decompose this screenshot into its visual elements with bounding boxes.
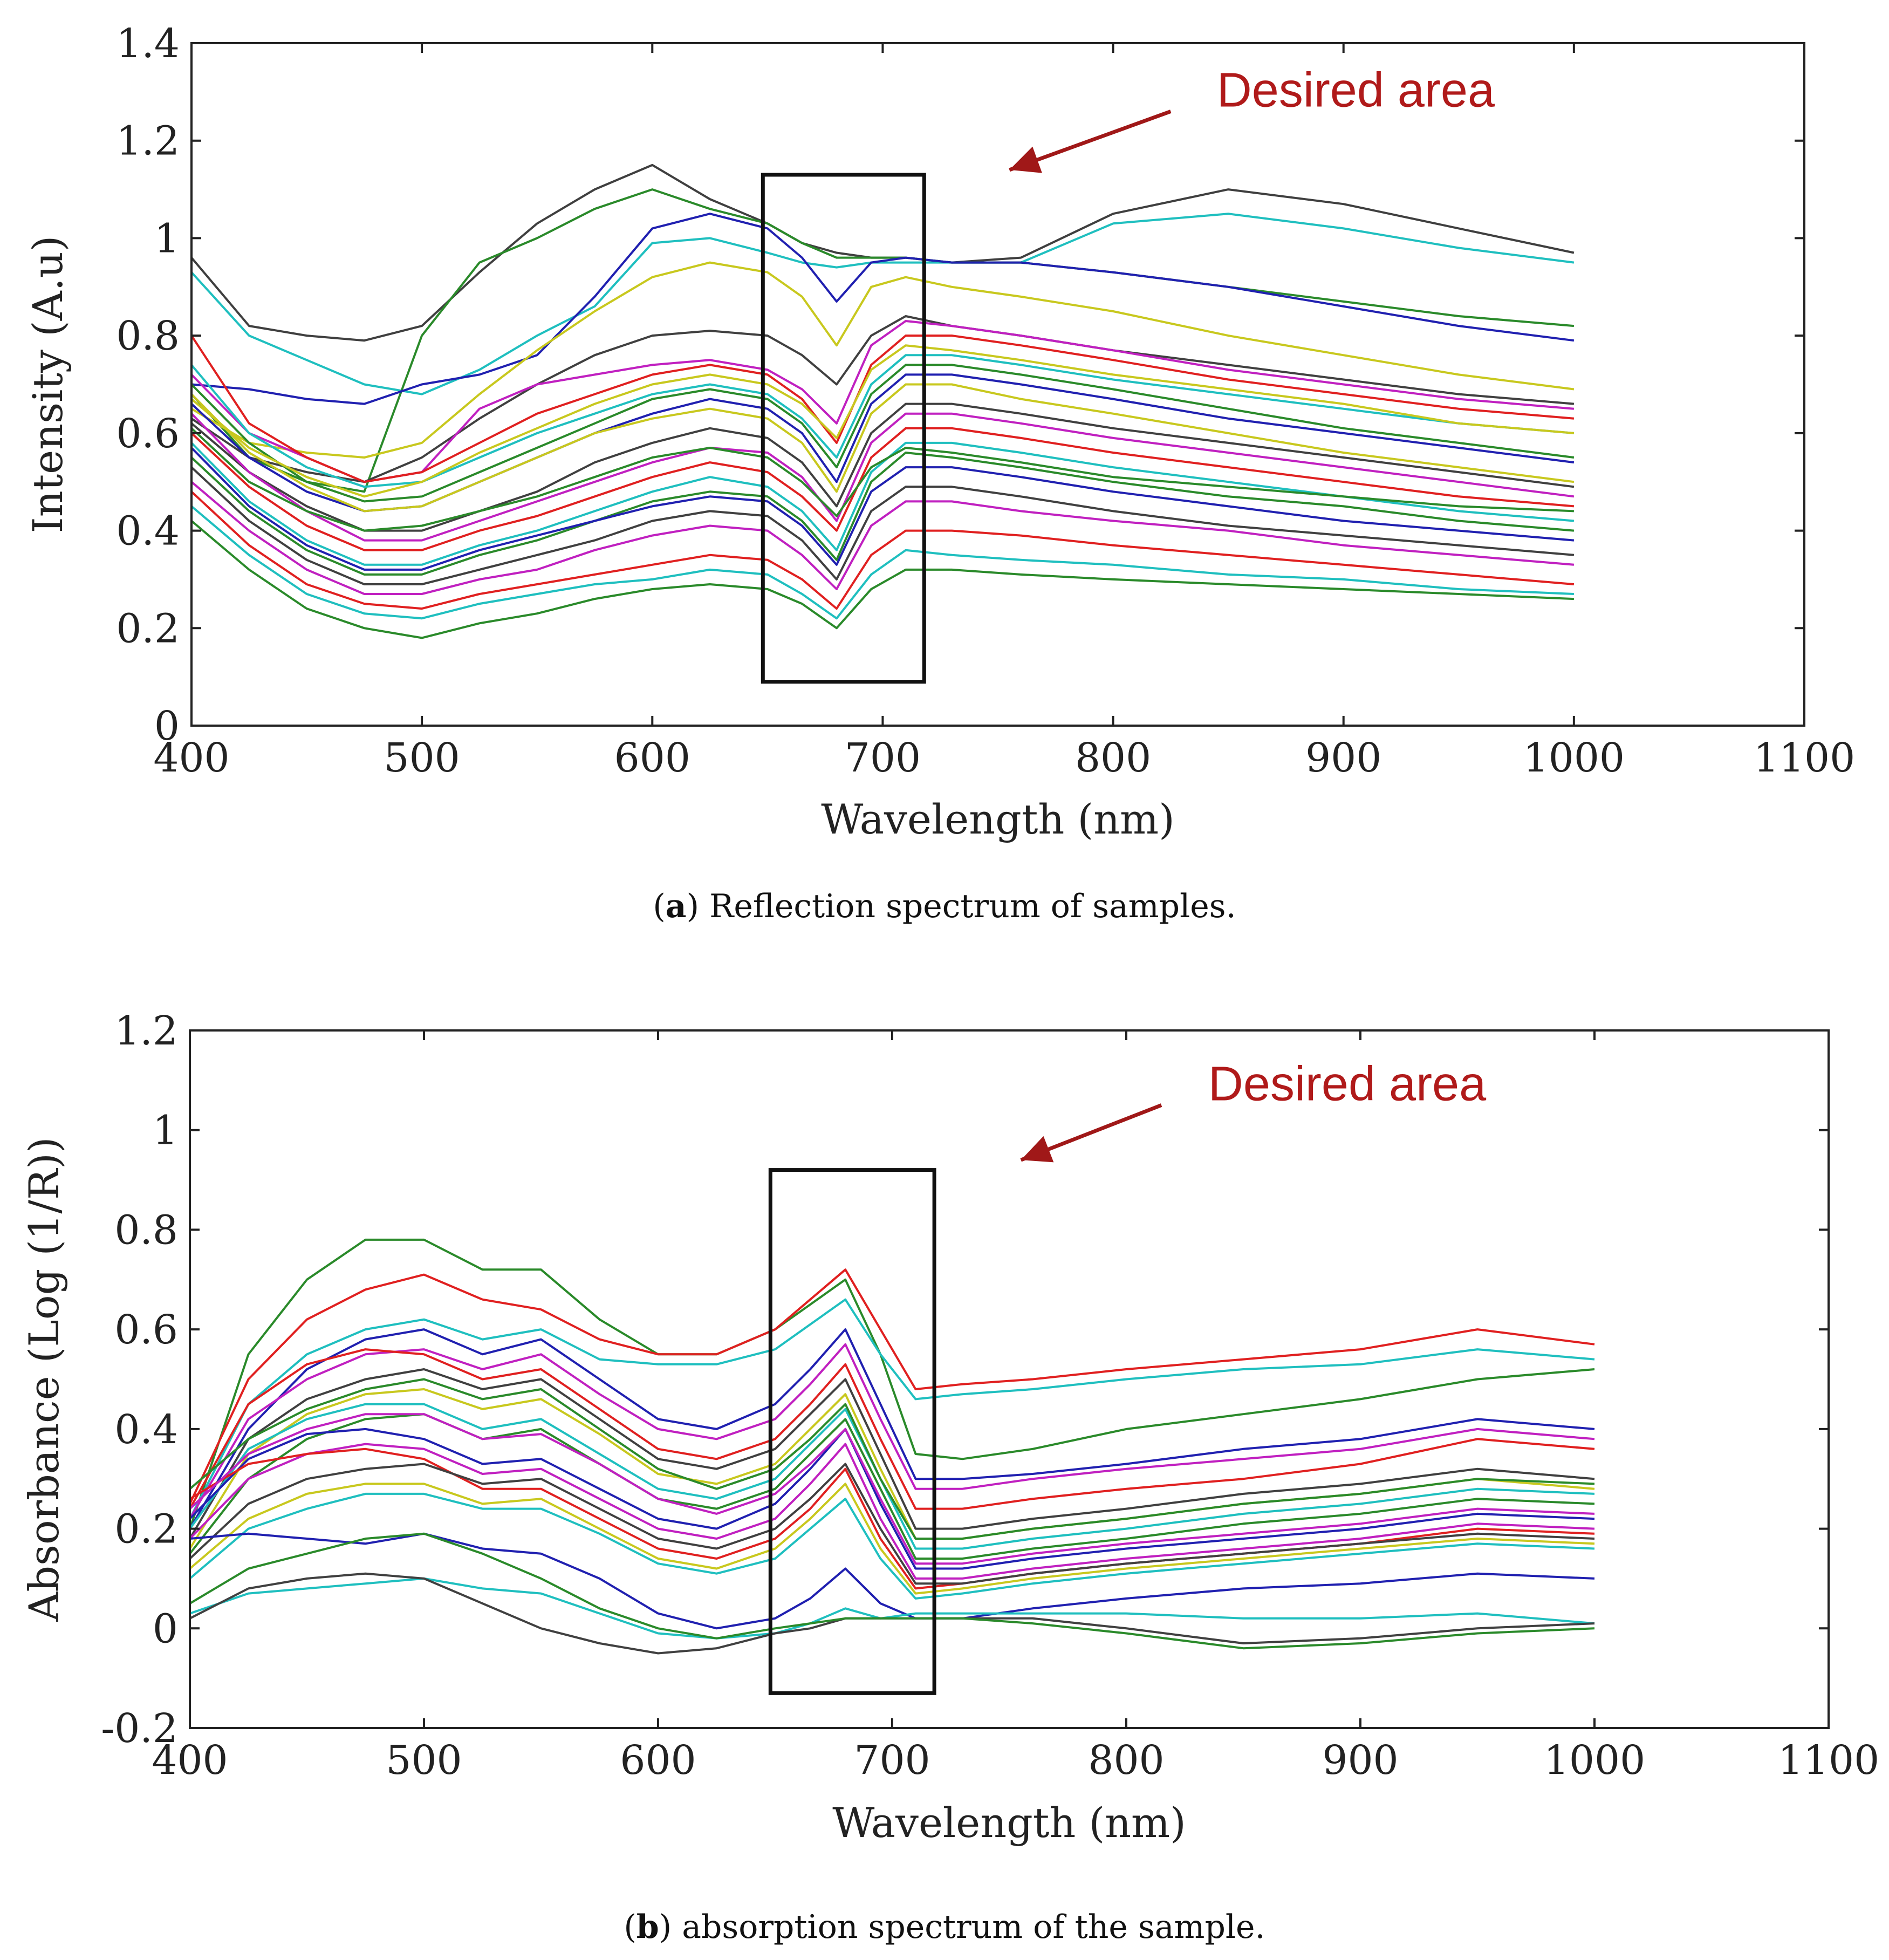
panel-b-ytick-label: 0.2 — [114, 1506, 178, 1553]
panel-b-series-line-9 — [189, 1403, 1595, 1550]
panel-a-chart: 400 500 600 700 800 900 1000 1100 0 0.2 0.4 0.6 0.8 1… — [24, 21, 1855, 843]
panel-a-series-line-17 — [190, 452, 1575, 576]
panel-b-series-line-6 — [189, 1348, 1595, 1510]
panel-b-arrow-head — [1021, 1136, 1054, 1163]
panel-b-series-line-17 — [189, 1413, 1595, 1565]
panel-a-series-line-13 — [190, 402, 1575, 532]
panel-b-ytick-label: 1 — [153, 1108, 178, 1154]
panel-b-series-line-2 — [189, 1268, 1595, 1505]
panel-a-series-line-22 — [190, 505, 1574, 620]
panel-b-xtick-label: 1100 — [1778, 1737, 1879, 1784]
panel-b-xtick-label: 400 — [152, 1737, 228, 1784]
panel-b-series-line-10 — [189, 1413, 1595, 1560]
panel-a-series-line-3 — [190, 188, 1575, 493]
panel-a-desired-area-box — [761, 173, 926, 684]
panel-b-series-group — [189, 1238, 1595, 1655]
panel-a-series-line-9 — [190, 354, 1575, 488]
panel-a-xtick-label: 700 — [845, 735, 921, 781]
panel-a-series-line-1 — [190, 163, 1575, 342]
panel-a-caption-text: Reflection spectrum of samples. — [709, 887, 1236, 925]
panel-a-series-line-4 — [191, 213, 1575, 405]
panel-a-series-line-5 — [190, 261, 1575, 459]
panel-a-caption-letter: a — [666, 887, 687, 925]
panel-a-ytick-label: 0.6 — [116, 411, 180, 457]
panel-a-xtick-label: 1000 — [1523, 735, 1625, 781]
panel-b-series-line-19 — [189, 1532, 1595, 1630]
panel-b-ytick-label: 0 — [153, 1606, 178, 1652]
panel-b-ytick-label: 1.2 — [114, 1008, 178, 1054]
panel-a-desired-area-label: Desired area — [1217, 63, 1495, 117]
panel-a-xtick-label: 900 — [1305, 735, 1381, 781]
panel-a-ytick-label: 1 — [154, 215, 180, 262]
panel-a-series-line-6 — [190, 315, 1575, 483]
panel-b-y-axis-title: Absorbance (Log (1/R)) — [20, 1137, 68, 1622]
panel-a-arrow-head — [1009, 146, 1042, 173]
panel-a-ytick-label: 0.4 — [116, 508, 180, 555]
panel-a-y-axis-title: Intensity (A.u) — [24, 236, 72, 534]
panel-a-series-line-21 — [190, 490, 1575, 610]
panel-b-plot-frame — [189, 1029, 1830, 1729]
panel-b-xtick-label: 800 — [1088, 1737, 1164, 1784]
panel-a-xtick-label: 1100 — [1754, 735, 1855, 781]
panel-b-series-line-18 — [189, 1492, 1595, 1600]
panel-a-series-line-15 — [190, 427, 1575, 551]
panel-a-series-line-10 — [190, 364, 1575, 503]
panel-b-series-line-7 — [189, 1368, 1595, 1540]
panel-b-x-axis-title: Wavelength (nm) — [832, 1799, 1186, 1847]
panel-b-series-line-1 — [189, 1238, 1595, 1529]
panel-a-xtick-label: 400 — [153, 735, 229, 781]
panel-a-caption: (a) Reflection spectrum of samples. — [653, 887, 1236, 925]
panel-b-ytick-label: -0.2 — [101, 1705, 178, 1752]
panel-a-series-line-20 — [190, 481, 1575, 595]
panel-b-xtick-label: 900 — [1322, 1737, 1398, 1784]
panel-b-series-line-11 — [189, 1428, 1595, 1570]
panel-a-series-line-14 — [190, 412, 1575, 542]
panel-b-caption: (b) absorption spectrum of the sample. — [624, 1908, 1265, 1946]
panel-a-xtick-label: 600 — [614, 735, 690, 781]
panel-b-ytick-label: 0.4 — [114, 1406, 178, 1453]
panel-a-plot-frame — [190, 42, 1805, 727]
panel-a-series-line-18 — [190, 447, 1575, 571]
panel-b-chart: 400 500 600 700 800 900 1000 1100 -0.2 0 0.2 0.4 0.6… — [20, 1008, 1879, 1847]
panel-b-ytick-label: 0.6 — [114, 1307, 178, 1353]
panel-a-series-line-7 — [190, 320, 1575, 483]
panel-b-series-line-20 — [189, 1577, 1595, 1640]
panel-a-series-line-23 — [190, 520, 1574, 639]
panel-a-ytick-label: 0.8 — [116, 313, 180, 359]
panel-b-caption-letter: b — [636, 1908, 659, 1946]
panel-b-series-line-16 — [189, 1378, 1595, 1540]
panel-b-series-line-21 — [189, 1572, 1595, 1655]
panel-a-ytick-label: 1.4 — [116, 21, 180, 67]
panel-b-series-line-15 — [189, 1483, 1595, 1595]
panel-b-series-line-22 — [189, 1532, 1595, 1650]
panel-a-series-group — [190, 163, 1575, 639]
panel-a-xtick-label: 500 — [384, 735, 460, 781]
panel-a-series-line-12 — [190, 383, 1575, 513]
panel-a-series-line-16 — [190, 441, 1575, 566]
panel-b-series-line-12 — [189, 1443, 1595, 1580]
panel-b-desired-area-box — [768, 1168, 936, 1695]
panel-b-xtick-label: 700 — [854, 1737, 930, 1784]
panel-a-ytick-label: 1.2 — [116, 118, 180, 165]
panel-a-series-line-2 — [190, 213, 1575, 395]
panel-b-xtick-label: 1000 — [1544, 1737, 1645, 1784]
panel-b-desired-area-label: Desired area — [1208, 1057, 1487, 1111]
panel-a-x-axis-title: Wavelength (nm) — [821, 795, 1175, 843]
panel-a-series-line-8 — [190, 334, 1575, 483]
panel-a-xtick-label: 800 — [1075, 735, 1151, 781]
panel-a-ytick-label: 0 — [154, 703, 180, 749]
panel-b-ytick-label: 0.8 — [114, 1207, 178, 1253]
panel-b-caption-text: absorption spectrum of the sample. — [682, 1908, 1265, 1946]
panel-b-series-line-3 — [189, 1298, 1595, 1520]
panel-b-series-line-14 — [189, 1463, 1595, 1585]
panel-a-ytick-label: 0.2 — [116, 605, 180, 652]
panel-a-series-line-19 — [190, 466, 1575, 585]
panel-a-series-line-24 — [190, 344, 1575, 498]
panel-b-xtick-label: 600 — [620, 1737, 696, 1784]
panel-b-series-line-4 — [189, 1328, 1595, 1529]
panel-b-xtick-label: 500 — [386, 1737, 462, 1784]
panel-a-series-line-25 — [190, 427, 1574, 532]
